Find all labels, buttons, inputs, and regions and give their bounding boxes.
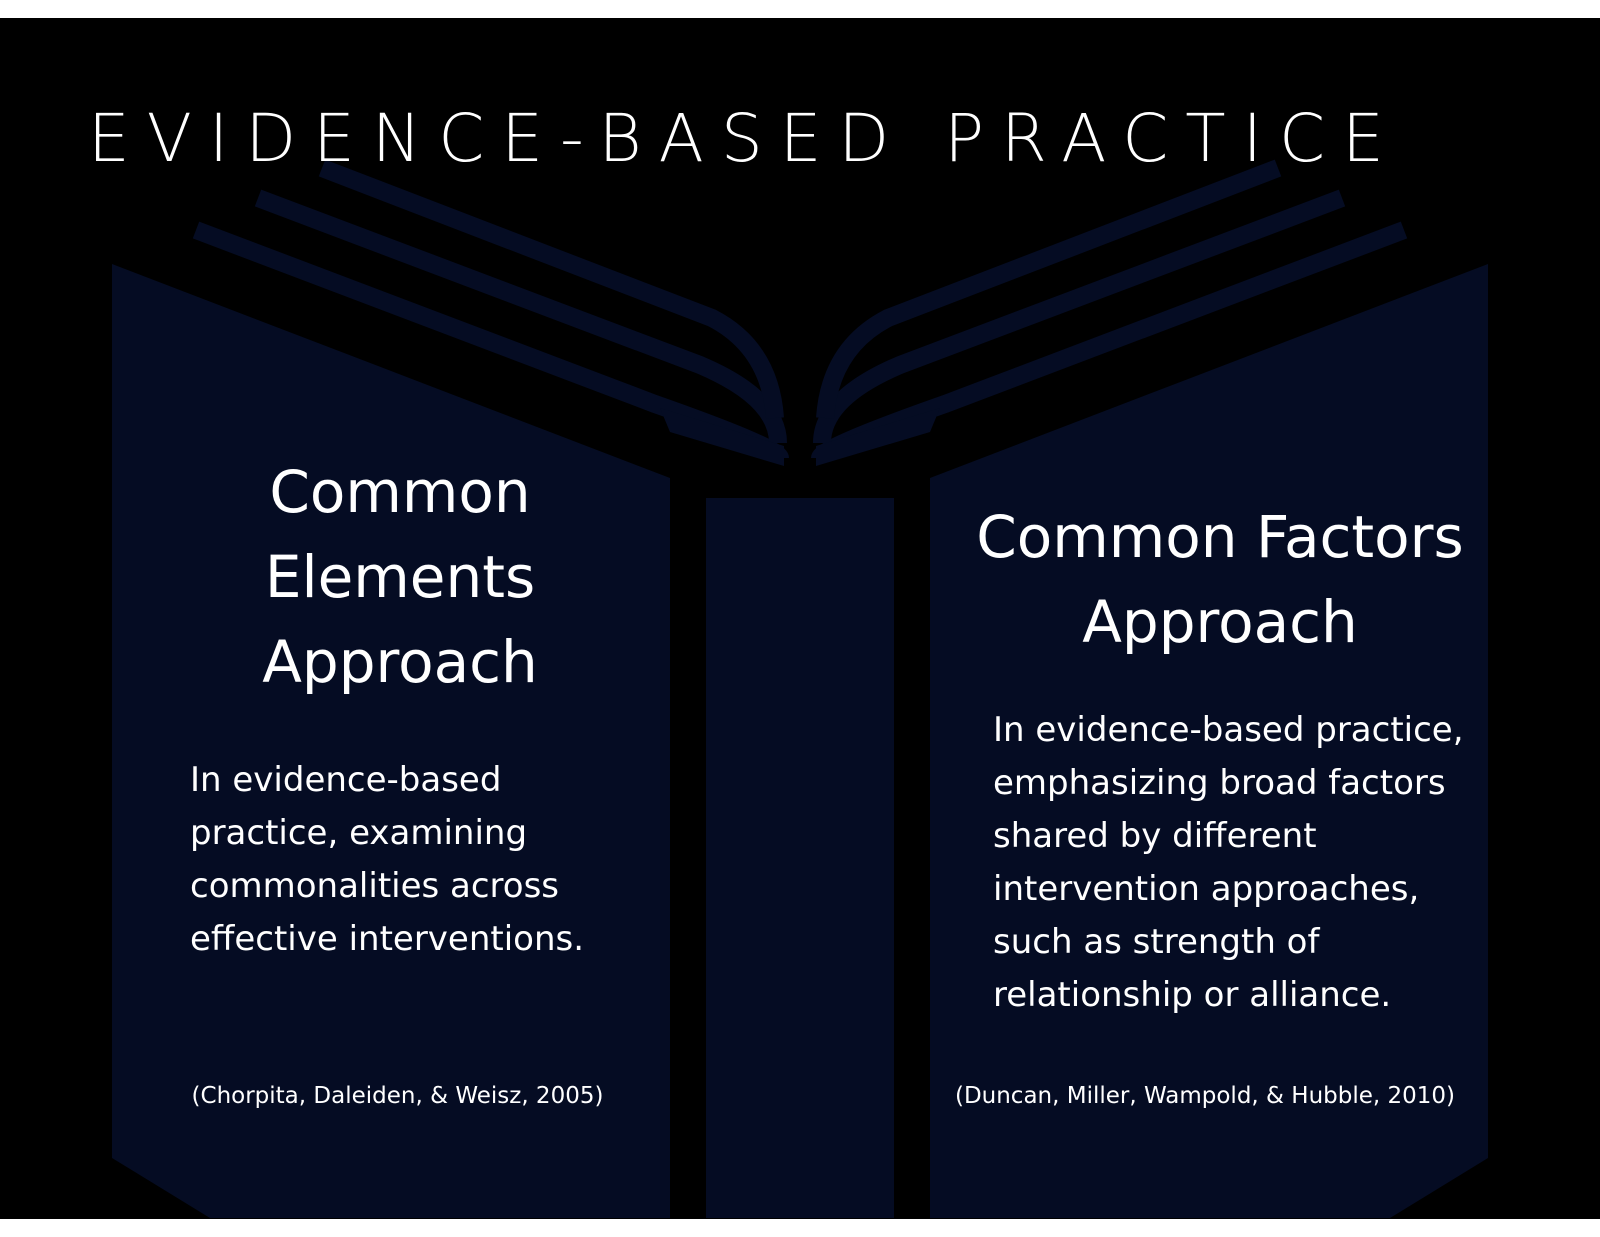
open-book-icon bbox=[112, 159, 1488, 1218]
heading-line: Common Factors bbox=[976, 503, 1464, 571]
common-elements-heading: Common Elements Approach bbox=[200, 450, 600, 705]
heading-line: Common bbox=[269, 458, 531, 526]
heading-line: Elements bbox=[264, 543, 536, 611]
common-factors-heading: Common Factors Approach bbox=[970, 495, 1470, 665]
book-left-page-3 bbox=[318, 159, 784, 419]
common-elements-description: In evidence-based practice, examining co… bbox=[190, 760, 585, 959]
book-right-page-3 bbox=[816, 159, 1282, 419]
book-right-page-2 bbox=[813, 189, 1346, 444]
common-factors-description: In evidence-based practice, emphasizing … bbox=[993, 710, 1464, 1015]
book-spine bbox=[706, 498, 894, 1218]
heading-line: Approach bbox=[262, 628, 538, 696]
book-right-gutter bbox=[816, 408, 940, 466]
common-factors-citation: (Duncan, Miller, Wampold, & Hubble, 2010… bbox=[954, 1083, 1456, 1109]
book-left-cover bbox=[112, 264, 670, 1218]
heading-line: Approach bbox=[1082, 588, 1358, 656]
slide: EVIDENCE-BASED PRACTICE Common Elements … bbox=[0, 18, 1600, 1219]
book-right-cover bbox=[930, 264, 1488, 1218]
book-left-page-2 bbox=[254, 189, 787, 444]
page-title: EVIDENCE-BASED PRACTICE bbox=[88, 100, 1401, 177]
common-elements-citation: (Chorpita, Daleiden, & Weisz, 2005) bbox=[191, 1083, 604, 1109]
book-left-gutter bbox=[660, 408, 784, 466]
